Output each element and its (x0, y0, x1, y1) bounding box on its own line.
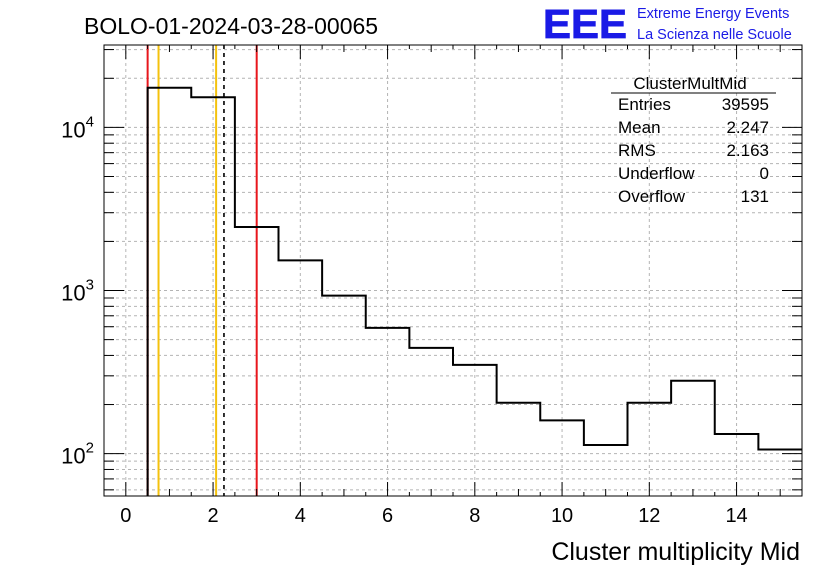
stats-value: 2.163 (726, 141, 769, 160)
histogram-bin (453, 365, 497, 496)
histogram-bin (235, 227, 279, 496)
histogram-bin (191, 97, 235, 496)
x-tick-label: 8 (469, 505, 480, 527)
chart-title: BOLO-01-2024-03-28-00065 (84, 13, 378, 39)
histogram-bin (366, 328, 410, 496)
histogram-bin (584, 445, 628, 496)
eee-logo: EEE Extreme Energy Events La Scienza nel… (543, 1, 792, 48)
axes: 0 2 4 6 8 10 12 14 102 103 104 (61, 45, 802, 527)
x-tick-label: 12 (638, 505, 660, 527)
stats-value: 0 (760, 164, 769, 183)
stats-value: 2.247 (726, 118, 769, 137)
stats-label: Entries (618, 95, 671, 114)
stats-title: ClusterMultMid (633, 74, 746, 93)
stats-value: 39595 (722, 95, 769, 114)
y-tick-label: 103 (61, 277, 94, 306)
logo-mark: EEE (543, 1, 627, 47)
x-tick-label: 2 (208, 505, 219, 527)
x-tick-label: 0 (120, 505, 131, 527)
histogram-bin (409, 348, 453, 496)
histogram-bin (497, 403, 541, 496)
x-axis-label: Cluster multiplicity Mid (551, 538, 800, 566)
logo-line1: Extreme Energy Events (637, 6, 789, 22)
x-tick-label: 14 (725, 505, 747, 527)
histogram-bins (146, 86, 802, 496)
histogram-outline (146, 86, 802, 496)
histogram-bin (148, 88, 192, 496)
histogram-bin (279, 260, 323, 496)
stats-value: 131 (741, 187, 769, 206)
histogram-bin (671, 381, 715, 496)
stats-label: Mean (618, 118, 661, 137)
x-tick-label: 10 (551, 505, 573, 527)
stats-box: ClusterMultMid Entries 39595 Mean 2.247 RMS 2… (611, 74, 776, 206)
x-tick-label: 6 (382, 505, 393, 527)
logo-line2: La Scienza nelle Scuole (637, 27, 792, 43)
x-tick-label: 4 (295, 505, 306, 527)
stats-label: Underflow (618, 164, 695, 183)
y-tick-label: 102 (61, 440, 94, 469)
stats-label: Overflow (618, 187, 686, 206)
y-tick-label: 104 (61, 113, 94, 142)
stats-label: RMS (618, 141, 656, 160)
histogram-bin (322, 296, 366, 496)
